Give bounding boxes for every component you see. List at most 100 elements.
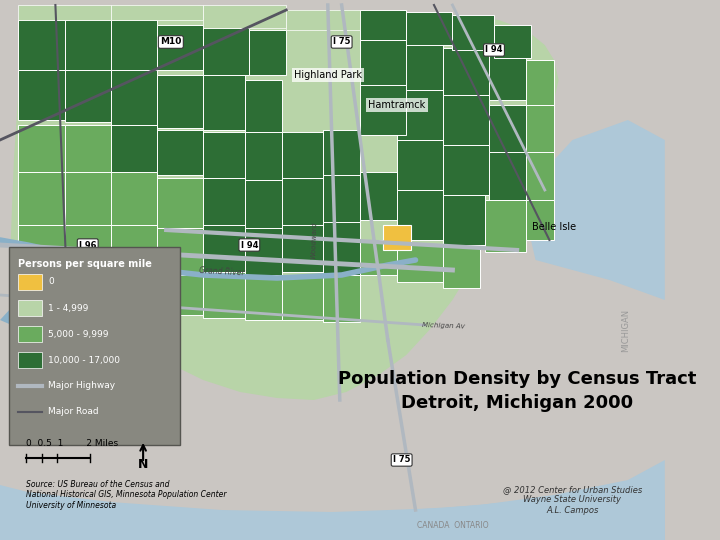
- Polygon shape: [19, 315, 65, 360]
- Polygon shape: [490, 105, 531, 152]
- Polygon shape: [0, 300, 32, 330]
- Polygon shape: [360, 85, 406, 135]
- Polygon shape: [203, 132, 245, 178]
- Text: 10,000 - 17,000: 10,000 - 17,000: [48, 355, 120, 364]
- Text: 1 - 4,999: 1 - 4,999: [48, 303, 89, 313]
- Polygon shape: [397, 190, 444, 240]
- Text: Belle Isle: Belle Isle: [532, 222, 576, 232]
- Bar: [19, 352, 42, 368]
- Polygon shape: [444, 48, 490, 95]
- Polygon shape: [203, 28, 249, 75]
- Polygon shape: [157, 25, 203, 70]
- Polygon shape: [526, 200, 554, 240]
- Text: N: N: [138, 458, 148, 471]
- Text: I 75: I 75: [333, 37, 351, 46]
- Text: Grand River: Grand River: [199, 266, 245, 277]
- Polygon shape: [406, 12, 452, 45]
- Polygon shape: [65, 20, 111, 70]
- Polygon shape: [397, 245, 444, 282]
- Text: M10: M10: [160, 37, 181, 46]
- Polygon shape: [203, 178, 245, 225]
- Polygon shape: [19, 268, 65, 315]
- Polygon shape: [383, 225, 411, 250]
- Polygon shape: [360, 240, 397, 275]
- Polygon shape: [295, 460, 665, 540]
- Polygon shape: [287, 10, 360, 30]
- Bar: [19, 326, 42, 342]
- Polygon shape: [111, 275, 157, 312]
- Text: I 96: I 96: [79, 240, 96, 249]
- Polygon shape: [203, 272, 245, 318]
- Polygon shape: [203, 225, 245, 272]
- Polygon shape: [360, 172, 397, 220]
- Polygon shape: [249, 30, 287, 75]
- Polygon shape: [323, 275, 360, 322]
- Text: Michigan Av: Michigan Av: [422, 321, 464, 329]
- Polygon shape: [444, 95, 490, 145]
- Bar: [9, 247, 180, 445]
- Polygon shape: [526, 152, 554, 200]
- Polygon shape: [65, 225, 111, 270]
- Polygon shape: [323, 222, 360, 275]
- Polygon shape: [65, 315, 111, 355]
- Polygon shape: [526, 105, 554, 152]
- Polygon shape: [360, 10, 406, 40]
- Polygon shape: [282, 275, 323, 320]
- Polygon shape: [245, 228, 282, 275]
- Text: I 94: I 94: [240, 240, 258, 249]
- Polygon shape: [203, 5, 287, 28]
- Polygon shape: [397, 140, 444, 190]
- Polygon shape: [444, 145, 490, 195]
- Polygon shape: [485, 200, 526, 252]
- Polygon shape: [111, 172, 157, 225]
- Polygon shape: [157, 178, 203, 228]
- Polygon shape: [19, 5, 111, 20]
- Text: @ 2012 Center for Urban Studies
Wayne State University
A.L. Campos: @ 2012 Center for Urban Studies Wayne St…: [503, 485, 642, 515]
- Polygon shape: [282, 132, 323, 178]
- Polygon shape: [245, 180, 282, 228]
- Polygon shape: [157, 75, 203, 128]
- Bar: [19, 274, 42, 290]
- Polygon shape: [490, 152, 526, 200]
- Polygon shape: [360, 40, 406, 85]
- Polygon shape: [245, 275, 282, 320]
- Text: MICHIGAN: MICHIGAN: [621, 308, 631, 352]
- Polygon shape: [19, 70, 65, 120]
- Polygon shape: [452, 15, 494, 50]
- Polygon shape: [397, 90, 444, 140]
- Polygon shape: [65, 172, 111, 225]
- Polygon shape: [111, 70, 157, 125]
- Polygon shape: [157, 228, 203, 275]
- Polygon shape: [19, 172, 65, 225]
- Polygon shape: [397, 40, 444, 90]
- Text: CANADA  ONTARIO: CANADA ONTARIO: [417, 521, 488, 530]
- Text: Source: US Bureau of the Census and
National Historical GIS, Minnesota Populatio: Source: US Bureau of the Census and Nati…: [26, 480, 226, 510]
- Polygon shape: [444, 195, 485, 245]
- Polygon shape: [157, 130, 203, 175]
- Polygon shape: [282, 178, 323, 225]
- Text: Highland Park: Highland Park: [294, 70, 361, 80]
- Polygon shape: [111, 20, 157, 70]
- Polygon shape: [111, 5, 203, 20]
- Polygon shape: [157, 275, 203, 315]
- Text: 0  0.5  1        2 Miles: 0 0.5 1 2 Miles: [26, 439, 118, 448]
- Polygon shape: [19, 225, 65, 268]
- Polygon shape: [9, 5, 559, 400]
- Polygon shape: [245, 132, 282, 180]
- Polygon shape: [203, 75, 245, 130]
- Text: 0: 0: [48, 278, 54, 287]
- Polygon shape: [526, 60, 554, 105]
- Text: 5,000 - 9,999: 5,000 - 9,999: [48, 329, 109, 339]
- Text: Woodward: Woodward: [310, 221, 318, 259]
- Text: Population Density by Census Tract
Detroit, Michigan 2000: Population Density by Census Tract Detro…: [338, 370, 696, 411]
- Polygon shape: [65, 125, 111, 172]
- Polygon shape: [65, 70, 111, 122]
- Text: I 75: I 75: [393, 456, 410, 464]
- Text: Major Highway: Major Highway: [48, 381, 115, 390]
- Text: Hamtramck: Hamtramck: [369, 100, 426, 110]
- Polygon shape: [494, 25, 531, 58]
- Polygon shape: [282, 225, 323, 272]
- Polygon shape: [526, 120, 665, 300]
- Polygon shape: [111, 225, 157, 272]
- Polygon shape: [0, 485, 665, 540]
